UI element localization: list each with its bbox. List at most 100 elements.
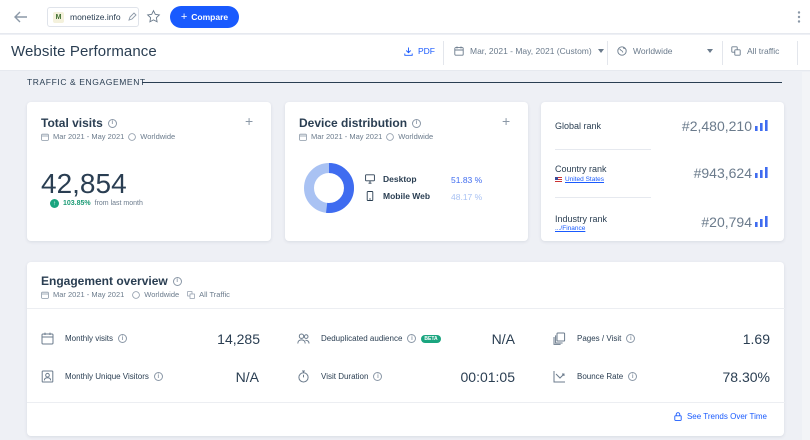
domain-chip[interactable]: M monetize.info <box>47 7 139 27</box>
add-widget-icon[interactable]: + <box>502 113 511 129</box>
unique-label-text: Monthly Unique Visitors <box>65 372 149 381</box>
industry-name: .../Finance <box>555 225 586 232</box>
star-icon[interactable] <box>146 9 161 24</box>
scrollbar[interactable] <box>802 72 810 440</box>
engagement-traffic: All Traffic <box>199 290 230 299</box>
arrow-up-icon: ↑ <box>50 199 59 208</box>
traffic-icon <box>731 46 741 56</box>
rank-bars-icon <box>755 167 768 178</box>
dedup-audience-label: Deduplicated audience i BETA <box>321 334 441 343</box>
industry-rank-link[interactable]: .../Finance <box>555 225 585 232</box>
chevron-down-icon <box>597 49 604 53</box>
pencil-icon[interactable] <box>127 12 137 22</box>
compare-button[interactable]: + Compare <box>170 6 239 28</box>
traffic-value: All traffic <box>747 46 780 56</box>
total-visits-card: Total visits i Mar 2021 - May 2021 World… <box>27 102 271 241</box>
see-trends-link[interactable]: See Trends Over Time <box>674 412 767 421</box>
plus-icon: + <box>180 10 188 23</box>
visit-duration-label: Visit Duration i <box>321 372 383 381</box>
calendar-icon <box>41 332 54 345</box>
info-icon[interactable]: i <box>373 372 383 381</box>
bounce-rate-label: Bounce Rate i <box>577 372 638 381</box>
calendar-icon <box>41 133 49 141</box>
country-name: United States <box>565 176 605 183</box>
monthly-visits-value: 14,285 <box>217 331 260 347</box>
info-icon[interactable]: i <box>172 276 182 286</box>
rank-bars-icon <box>755 120 768 131</box>
duration-label-text: Visit Duration <box>321 372 369 381</box>
total-visits-value: 42,854 <box>41 168 127 199</box>
globe-icon <box>617 46 627 56</box>
globe-icon <box>128 132 137 141</box>
industry-rank-value: #20,794 <box>701 214 752 230</box>
rank-bars-icon <box>755 216 768 227</box>
bounce-rate-value: 78.30% <box>722 369 770 385</box>
calendar-icon <box>41 291 49 299</box>
info-icon[interactable]: i <box>407 334 417 343</box>
legend-desktop: Desktop <box>365 174 417 184</box>
site-favicon-icon: M <box>53 11 64 23</box>
beta-badge: BETA <box>421 334 441 343</box>
mobile-icon <box>366 191 374 201</box>
monthly-visits-label-text: Monthly visits <box>65 334 114 343</box>
engagement-overview-card: Engagement overview i Mar 2021 - May 202… <box>27 262 785 436</box>
calendar-icon <box>454 46 464 56</box>
rank-divider <box>555 197 651 198</box>
global-rank-label: Global rank <box>555 121 602 131</box>
bounce-label-text: Bounce Rate <box>577 372 624 381</box>
download-icon <box>404 47 413 56</box>
more-options-icon[interactable] <box>792 10 806 24</box>
engagement-title-text: Engagement overview <box>41 274 168 288</box>
engagement-title: Engagement overview i <box>41 274 182 288</box>
mobile-percent: 48.17 % <box>451 192 483 202</box>
calendar-icon <box>299 133 307 141</box>
traffic-icon <box>187 290 195 299</box>
ranks-card: Global rank #2,480,210 Country rank Unit… <box>541 102 784 241</box>
header-divider <box>607 41 608 65</box>
info-icon[interactable]: i <box>626 334 636 343</box>
info-icon[interactable]: i <box>153 372 163 381</box>
chevron-down-icon <box>707 49 713 53</box>
info-icon[interactable]: i <box>107 118 117 128</box>
top-bar: M monetize.info + Compare <box>0 0 810 34</box>
engagement-region: Worldwide <box>144 290 180 299</box>
global-rank-value: #2,480,210 <box>681 118 752 134</box>
total-visits-growth: ↑ 103.85% from last month <box>50 199 143 208</box>
donut-slice-desktop <box>304 163 354 213</box>
audience-icon <box>297 333 310 344</box>
page-header: Website Performance PDF Mar, 2021 - May,… <box>0 35 810 71</box>
pages-label-text: Pages / Visit <box>577 334 622 343</box>
back-arrow-icon[interactable] <box>12 8 30 26</box>
total-visits-title: Total visits i <box>41 116 117 130</box>
section-label: TRAFFIC & ENGAGEMENT <box>27 77 146 87</box>
add-widget-icon[interactable]: + <box>245 113 254 129</box>
us-flag-icon <box>555 177 562 182</box>
traffic-selector[interactable]: All traffic <box>731 46 779 56</box>
info-icon[interactable]: i <box>412 118 422 128</box>
date-range-value: Mar, 2021 - May, 2021 (Custom) <box>470 46 592 56</box>
total-visits-meta: Mar 2021 - May 2021 Worldwide <box>41 132 175 141</box>
header-divider <box>797 41 798 65</box>
device-donut-chart <box>304 163 354 213</box>
info-icon[interactable]: i <box>628 372 638 381</box>
visit-duration-value: 00:01:05 <box>460 369 516 385</box>
region-selector[interactable]: Worldwide <box>617 46 713 56</box>
growth-percent: 103.85% <box>63 200 91 207</box>
info-icon[interactable]: i <box>118 334 128 343</box>
growth-text: from last month <box>94 200 143 207</box>
rank-divider <box>555 149 651 150</box>
engagement-divider <box>27 402 785 403</box>
header-divider <box>443 41 444 65</box>
lock-icon <box>674 412 682 421</box>
country-rank-link[interactable]: United States <box>555 176 604 183</box>
pages-per-visit-label: Pages / Visit i <box>577 334 636 343</box>
device-distribution-card: Device distribution i Mar 2021 - May 202… <box>285 102 528 241</box>
pdf-export-button[interactable]: PDF <box>404 46 435 56</box>
region-value: Worldwide <box>633 46 673 56</box>
header-divider <box>722 41 723 65</box>
legend-mobile: Mobile Web <box>365 191 430 201</box>
dedup-label-text: Deduplicated audience <box>321 334 403 343</box>
device-region: Worldwide <box>398 132 434 141</box>
unique-visitors-value: N/A <box>235 369 259 385</box>
date-range-selector[interactable]: Mar, 2021 - May, 2021 (Custom) <box>454 46 604 56</box>
